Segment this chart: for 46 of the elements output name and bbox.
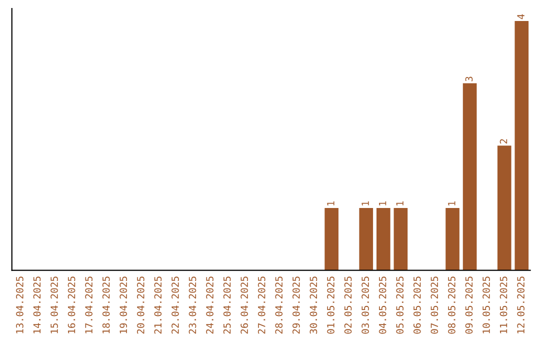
- data-label: 4: [517, 14, 524, 20]
- data-label: 1: [379, 201, 386, 206]
- x-tick-label: 16.04.2025: [68, 276, 76, 334]
- x-tick-label: 02.05.2025: [344, 276, 352, 334]
- x-tick-label: 09.05.2025: [465, 276, 473, 334]
- x-tick-label: 24.04.2025: [206, 276, 214, 334]
- x-tick-label: 04.05.2025: [378, 276, 386, 334]
- x-tick-label: 01.05.2025: [327, 276, 334, 334]
- data-label: 2: [500, 139, 508, 144]
- x-tick-label: 22.04.2025: [172, 276, 179, 334]
- x-tick-label: 11.05.2025: [500, 276, 508, 334]
- x-tick-label: 12.05.2025: [517, 276, 524, 334]
- x-tick-label: 29.04.2025: [292, 276, 300, 334]
- x-tick-label: 07.05.2025: [430, 276, 438, 334]
- x-tick-label: 19.04.2025: [120, 276, 128, 334]
- bar: [324, 208, 338, 270]
- x-tick-label: 26.04.2025: [240, 276, 248, 334]
- bar: [394, 208, 408, 270]
- data-label: 1: [448, 201, 456, 206]
- x-tick-label: 10.05.2025: [482, 276, 490, 334]
- bar: [462, 83, 477, 270]
- x-tick-label: 18.04.2025: [102, 276, 110, 334]
- x-tick-label: 05.05.2025: [396, 276, 404, 334]
- x-tick-label: 08.05.2025: [448, 276, 456, 334]
- x-tick-label: 25.04.2025: [223, 276, 231, 334]
- x-tick-label: 14.04.2025: [33, 276, 41, 334]
- bar: [514, 20, 529, 270]
- data-label: 1: [396, 201, 404, 206]
- bar: [376, 208, 390, 270]
- x-tick-label: 03.05.2025: [362, 276, 369, 334]
- x-tick-label: 06.05.2025: [413, 276, 421, 334]
- bar: [446, 208, 460, 270]
- data-label: 1: [327, 201, 334, 206]
- x-tick-label: 23.04.2025: [188, 276, 196, 334]
- x-tick-label: 30.04.2025: [310, 276, 318, 334]
- x-tick-label: 20.04.2025: [136, 276, 144, 334]
- x-tick-label: 13.04.2025: [16, 276, 24, 334]
- data-label: 1: [362, 201, 369, 206]
- x-tick-label: 28.04.2025: [275, 276, 283, 334]
- x-tick-label: 27.04.2025: [258, 276, 266, 334]
- x-tick-label: 21.04.2025: [154, 276, 162, 334]
- bar: [497, 146, 512, 270]
- x-tick-label: 15.04.2025: [50, 276, 58, 334]
- data-label: 3: [465, 76, 473, 82]
- x-tick-label: 17.04.2025: [85, 276, 92, 334]
- bar: [359, 208, 374, 270]
